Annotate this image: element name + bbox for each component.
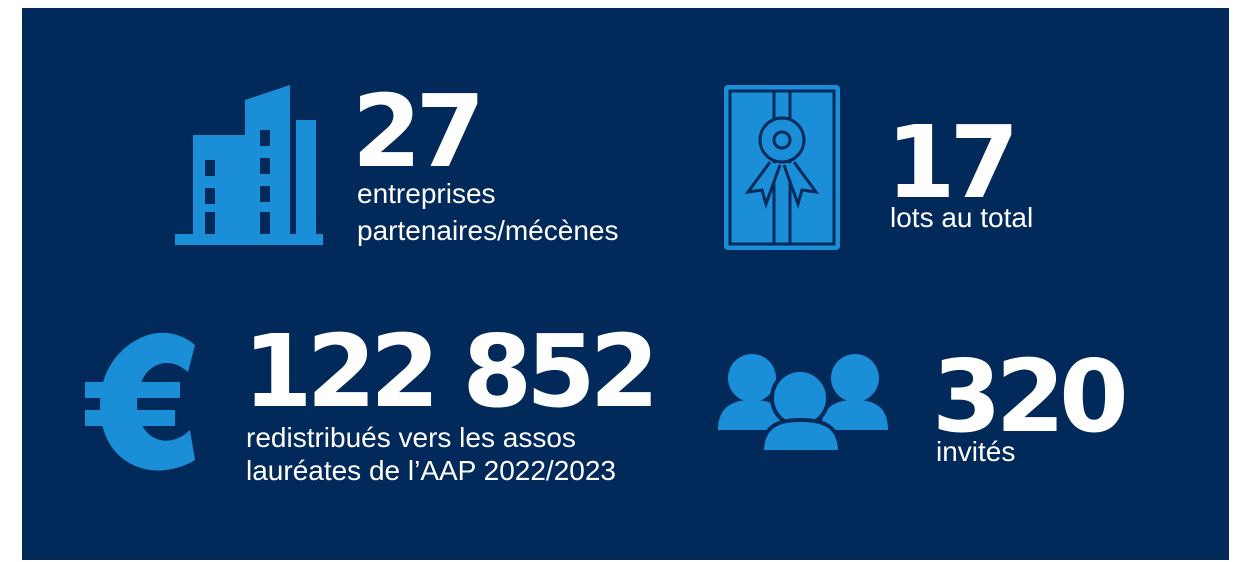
euro-icon (85, 332, 195, 471)
stat-label: lots au total (890, 202, 1034, 233)
building-icon (175, 85, 323, 245)
people-icon (718, 354, 888, 454)
gift-icon (724, 85, 840, 250)
stat-label: redistribués vers les assos (246, 422, 576, 453)
stat-value: 27 (352, 73, 485, 190)
stat-value: 122 852 (243, 313, 659, 430)
stat-value: 17 (886, 104, 1019, 221)
stat-label: partenaires/mécènes (357, 215, 619, 246)
panel (22, 8, 1229, 560)
stat-label: invités (936, 436, 1016, 467)
stat-label: entreprises (357, 178, 496, 209)
stat-label: lauréates de l’AAP 2022/2023 (246, 455, 616, 486)
stat-value: 320 (932, 338, 1129, 455)
